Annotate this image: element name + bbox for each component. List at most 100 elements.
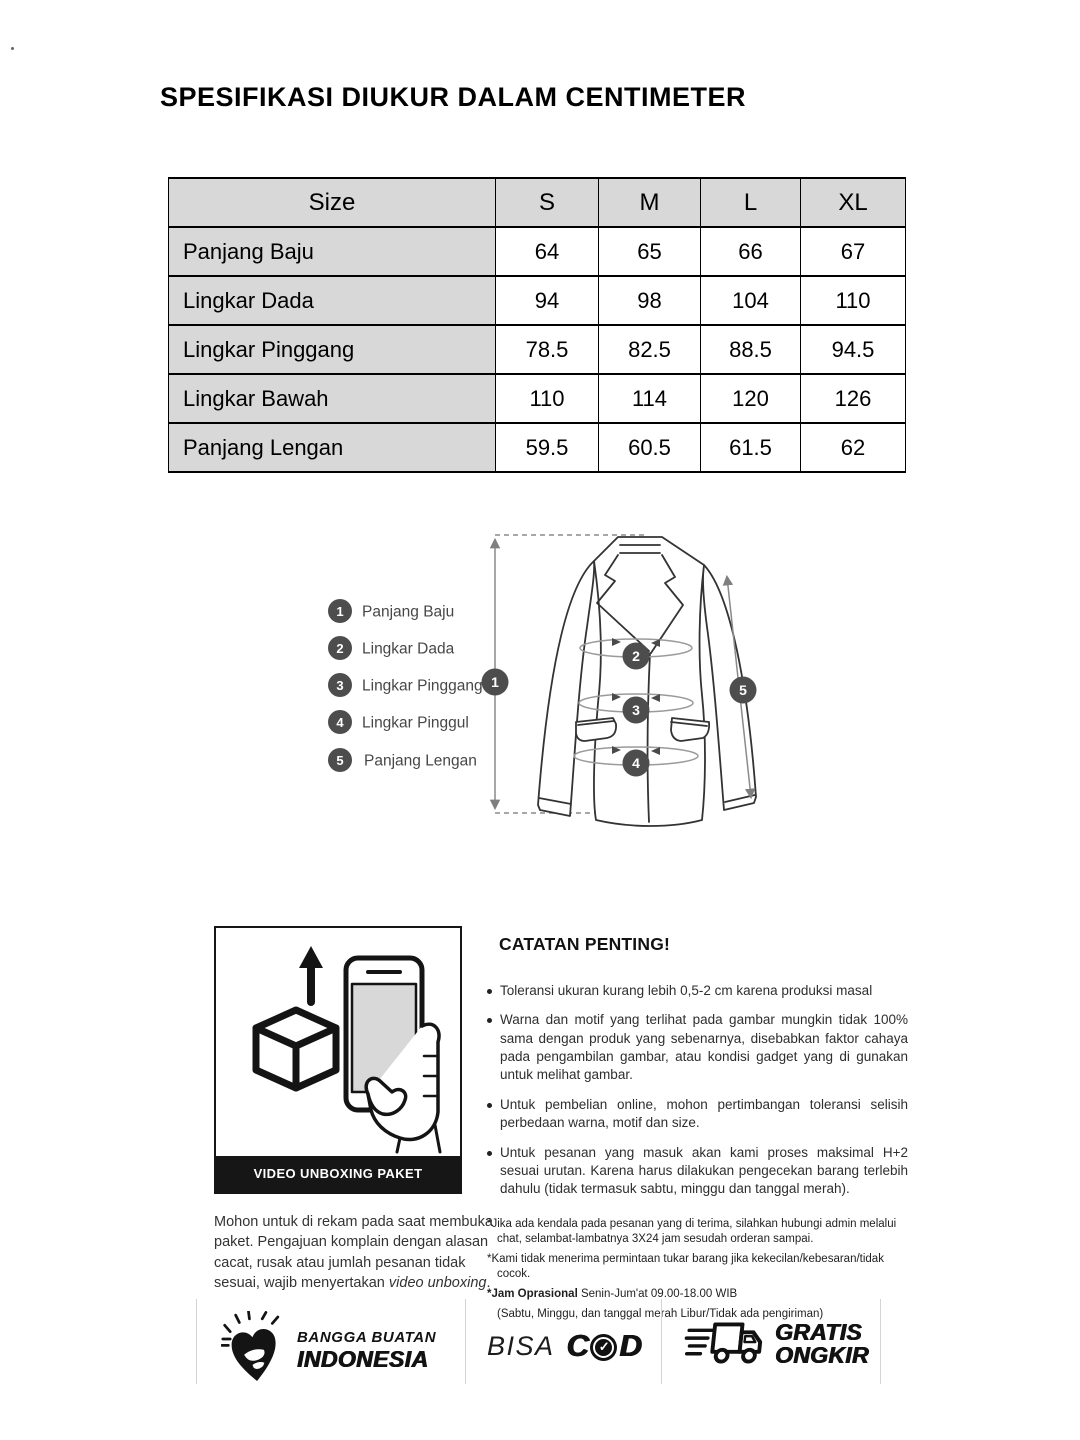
svg-text:1: 1 xyxy=(336,604,343,619)
svg-text:4: 4 xyxy=(632,755,640,771)
row-label: Lingkar Pinggang xyxy=(168,324,496,375)
row-label: Panjang Lengan xyxy=(168,422,496,473)
footer-divider xyxy=(196,1299,197,1384)
footer-divider xyxy=(661,1299,662,1384)
svg-text:Lingkar Pinggang: Lingkar Pinggang xyxy=(362,678,483,695)
badge-line: INDONESIA xyxy=(297,1345,429,1372)
column-header-xl: XL xyxy=(800,177,906,228)
legend-item: 3 Lingkar Pinggang xyxy=(328,673,483,697)
size-value-cell: 88.5 xyxy=(700,324,801,375)
size-value-cell: 98 xyxy=(598,275,701,326)
size-value-cell: 110 xyxy=(495,373,599,424)
size-value-cell: 120 xyxy=(700,373,801,424)
jacket-outline xyxy=(537,536,757,827)
footnote: *Kami tidak menerima permintaan tukar ba… xyxy=(487,1252,884,1281)
size-value-cell: 82.5 xyxy=(598,324,701,375)
svg-text:1: 1 xyxy=(491,674,499,690)
unboxing-panel: VIDEO UNBOXING PAKET xyxy=(214,926,462,1194)
column-header-s: S xyxy=(495,177,599,228)
row-label: Lingkar Bawah xyxy=(168,373,496,424)
cod-logo: C ✓ D xyxy=(567,1328,642,1364)
svg-text:4: 4 xyxy=(336,715,344,730)
column-header-m: M xyxy=(598,177,701,228)
size-value-cell: 66 xyxy=(700,226,801,277)
size-value-cell: 62 xyxy=(800,422,906,473)
notes-heading: CATATAN PENTING! xyxy=(499,934,671,954)
legend-item: 1 Panjang Baju xyxy=(328,599,454,623)
size-table: Size S M L XL Panjang Baju 64 65 66 67 L… xyxy=(168,177,906,473)
footnote: (Sabtu, Minggu, dan tanggal merah Libur/… xyxy=(497,1308,824,1321)
badge-line: ONGKIR xyxy=(775,1342,869,1368)
svg-text:5: 5 xyxy=(336,753,343,768)
diagram-legend: 1 Panjang Baju 2 Lingkar Dada 3 Lingkar … xyxy=(328,599,483,772)
size-value-cell: 78.5 xyxy=(495,324,599,375)
size-value-cell: 59.5 xyxy=(495,422,599,473)
svg-text:5: 5 xyxy=(739,682,747,698)
size-value-cell: 67 xyxy=(800,226,906,277)
column-header-l: L xyxy=(700,177,801,228)
badge-bangga-buatan-indonesia: BANGGA BUATAN INDONESIA xyxy=(221,1311,436,1389)
size-value-cell: 126 xyxy=(800,373,906,424)
size-value-cell: 61.5 xyxy=(700,422,801,473)
legend-item: 2 Lingkar Dada xyxy=(328,636,455,660)
footer-divider xyxy=(465,1299,466,1384)
table-row: Panjang Lengan 59.5 60.5 61.5 62 xyxy=(168,422,906,473)
footnotes: *Jika ada kendala pada pesanan yang di t… xyxy=(487,1217,908,1323)
diagram-markers: 1 2 3 4 5 xyxy=(481,642,757,777)
cod-letter-c: C xyxy=(566,1328,589,1363)
svg-text:Panjang Lengan: Panjang Lengan xyxy=(364,753,477,770)
footnote-rest: Senin-Jum'at 09.00-18.00 WIB xyxy=(577,1288,738,1301)
row-label: Lingkar Dada xyxy=(168,275,496,326)
table-row: Panjang Baju 64 65 66 67 xyxy=(168,226,906,277)
delivery-truck-icon xyxy=(684,1322,763,1364)
notes-list: Toleransi ukuran kurang lebih 0,5-2 cm k… xyxy=(487,982,908,1199)
footnote-bold: *Jam Oprasional xyxy=(487,1288,578,1301)
badge-gratis-ongkir: GRATIS ONGKIR xyxy=(683,1314,869,1374)
note-item: Untuk pembelian online, mohon pertimbang… xyxy=(487,1096,908,1133)
footer-divider xyxy=(880,1299,881,1384)
badge-text: BANGGA BUATAN INDONESIA xyxy=(297,1329,436,1370)
badge-text: GRATIS ONGKIR xyxy=(775,1321,869,1366)
svg-text:2: 2 xyxy=(632,648,640,664)
table-row: Lingkar Pinggang 78.5 82.5 88.5 94.5 xyxy=(168,324,906,375)
svg-text:3: 3 xyxy=(336,678,343,693)
size-value-cell: 65 xyxy=(598,226,701,277)
page-title: SPESIFIKASI DIUKUR DALAM CENTIMETER xyxy=(160,82,747,112)
measurement-diagram: 1 Panjang Baju 2 Lingkar Dada 3 Lingkar … xyxy=(328,534,757,827)
svg-text:Panjang Baju: Panjang Baju xyxy=(362,604,454,621)
unboxing-caption: Mohon untuk di rekam pada saat membuka p… xyxy=(214,1212,496,1293)
size-value-cell: 94 xyxy=(495,275,599,326)
size-value-cell: 60.5 xyxy=(598,422,701,473)
caption-italic-text: video unboxing xyxy=(388,1274,487,1291)
badge-line: BANGGA BUATAN xyxy=(297,1329,437,1347)
column-header-size: Size xyxy=(168,177,496,228)
heart-logo-icon xyxy=(221,1311,280,1382)
footnote: *Jika ada kendala pada pesanan yang di t… xyxy=(487,1217,897,1245)
legend-item: 4 Lingkar Pinggul xyxy=(328,710,469,734)
row-label: Panjang Baju xyxy=(168,226,496,277)
unboxing-bar-label: VIDEO UNBOXING PAKET xyxy=(216,1156,460,1192)
size-value-cell: 114 xyxy=(598,373,701,424)
table-row: Lingkar Dada 94 98 104 110 xyxy=(168,275,906,326)
girth-arrows xyxy=(612,638,660,755)
caption-text: Mohon untuk di rekam pada saat membuka p… xyxy=(214,1214,493,1291)
legend-item: 5 Panjang Lengan xyxy=(328,748,477,772)
table-row: Lingkar Bawah 110 114 120 126 xyxy=(168,373,906,424)
cod-check-icon: ✓ xyxy=(590,1333,618,1361)
badge-bisa-cod: BISA C ✓ D xyxy=(487,1328,642,1364)
size-value-cell: 94.5 xyxy=(800,324,906,375)
svg-text:3: 3 xyxy=(632,702,640,718)
svg-text:Lingkar Pinggul: Lingkar Pinggul xyxy=(362,715,469,732)
stray-dot xyxy=(11,47,14,50)
footnote: *Jam Oprasional Senin-Jum'at 09.00-18.00… xyxy=(487,1287,908,1302)
size-value-cell: 64 xyxy=(495,226,599,277)
size-value-cell: 104 xyxy=(700,275,801,326)
note-item: Toleransi ukuran kurang lebih 0,5-2 cm k… xyxy=(487,982,908,1000)
note-item: Warna dan motif yang terlihat pada gamba… xyxy=(487,1011,908,1084)
svg-text:Lingkar Dada: Lingkar Dada xyxy=(362,641,455,658)
table-header-row: Size S M L XL xyxy=(168,177,906,228)
caption-period: . xyxy=(486,1274,491,1291)
cod-letter-d: D xyxy=(619,1328,642,1363)
bisa-text: BISA xyxy=(487,1330,555,1361)
